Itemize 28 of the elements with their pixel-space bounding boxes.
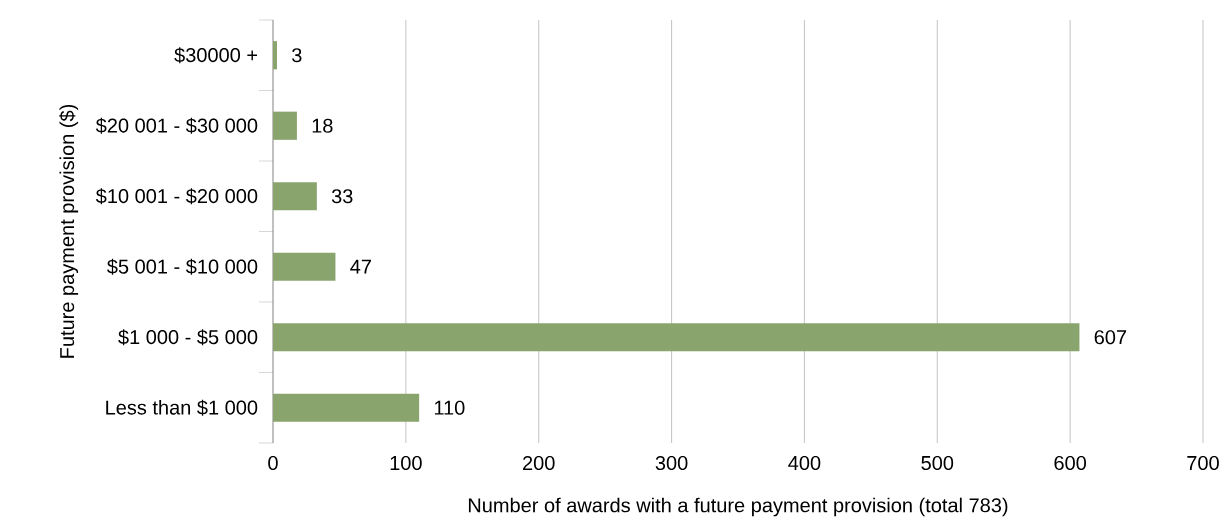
x-tick-label: 400 bbox=[788, 455, 821, 471]
y-tick-label: Less than $1 000 bbox=[106, 399, 258, 416]
data-label: 607 bbox=[1094, 330, 1127, 345]
data-label: 110 bbox=[434, 400, 465, 415]
x-axis-title: Number of awards with a future payment provision (total 783) bbox=[468, 497, 1008, 517]
data-label: 18 bbox=[312, 118, 333, 133]
y-tick-label: $30000 + bbox=[174, 47, 258, 64]
bar bbox=[273, 323, 1080, 352]
bar bbox=[273, 111, 297, 140]
data-label: 47 bbox=[350, 259, 371, 274]
data-label: 3 bbox=[292, 48, 302, 63]
bar bbox=[273, 41, 277, 70]
y-axis-title: Future payment provision ($) bbox=[59, 104, 79, 358]
x-tick-label: 600 bbox=[1054, 455, 1087, 471]
x-tick-label: 700 bbox=[1187, 455, 1219, 471]
y-tick-label: $1 000 - $5 000 bbox=[118, 329, 258, 346]
x-tick-label: 300 bbox=[655, 455, 688, 471]
y-tick-label: $20 001 - $30 000 bbox=[95, 117, 258, 134]
x-tick-label: 100 bbox=[390, 455, 422, 471]
bar bbox=[273, 393, 420, 422]
bar bbox=[273, 182, 317, 211]
x-tick-label: 200 bbox=[523, 455, 555, 471]
x-tick-label: 500 bbox=[921, 455, 954, 471]
bar bbox=[273, 252, 336, 281]
y-tick-label: $5 001 - $10 000 bbox=[107, 258, 258, 275]
x-tick-label: 0 bbox=[268, 455, 278, 471]
data-label: 33 bbox=[331, 189, 353, 204]
y-tick-label: $10 001 - $20 000 bbox=[95, 188, 258, 205]
